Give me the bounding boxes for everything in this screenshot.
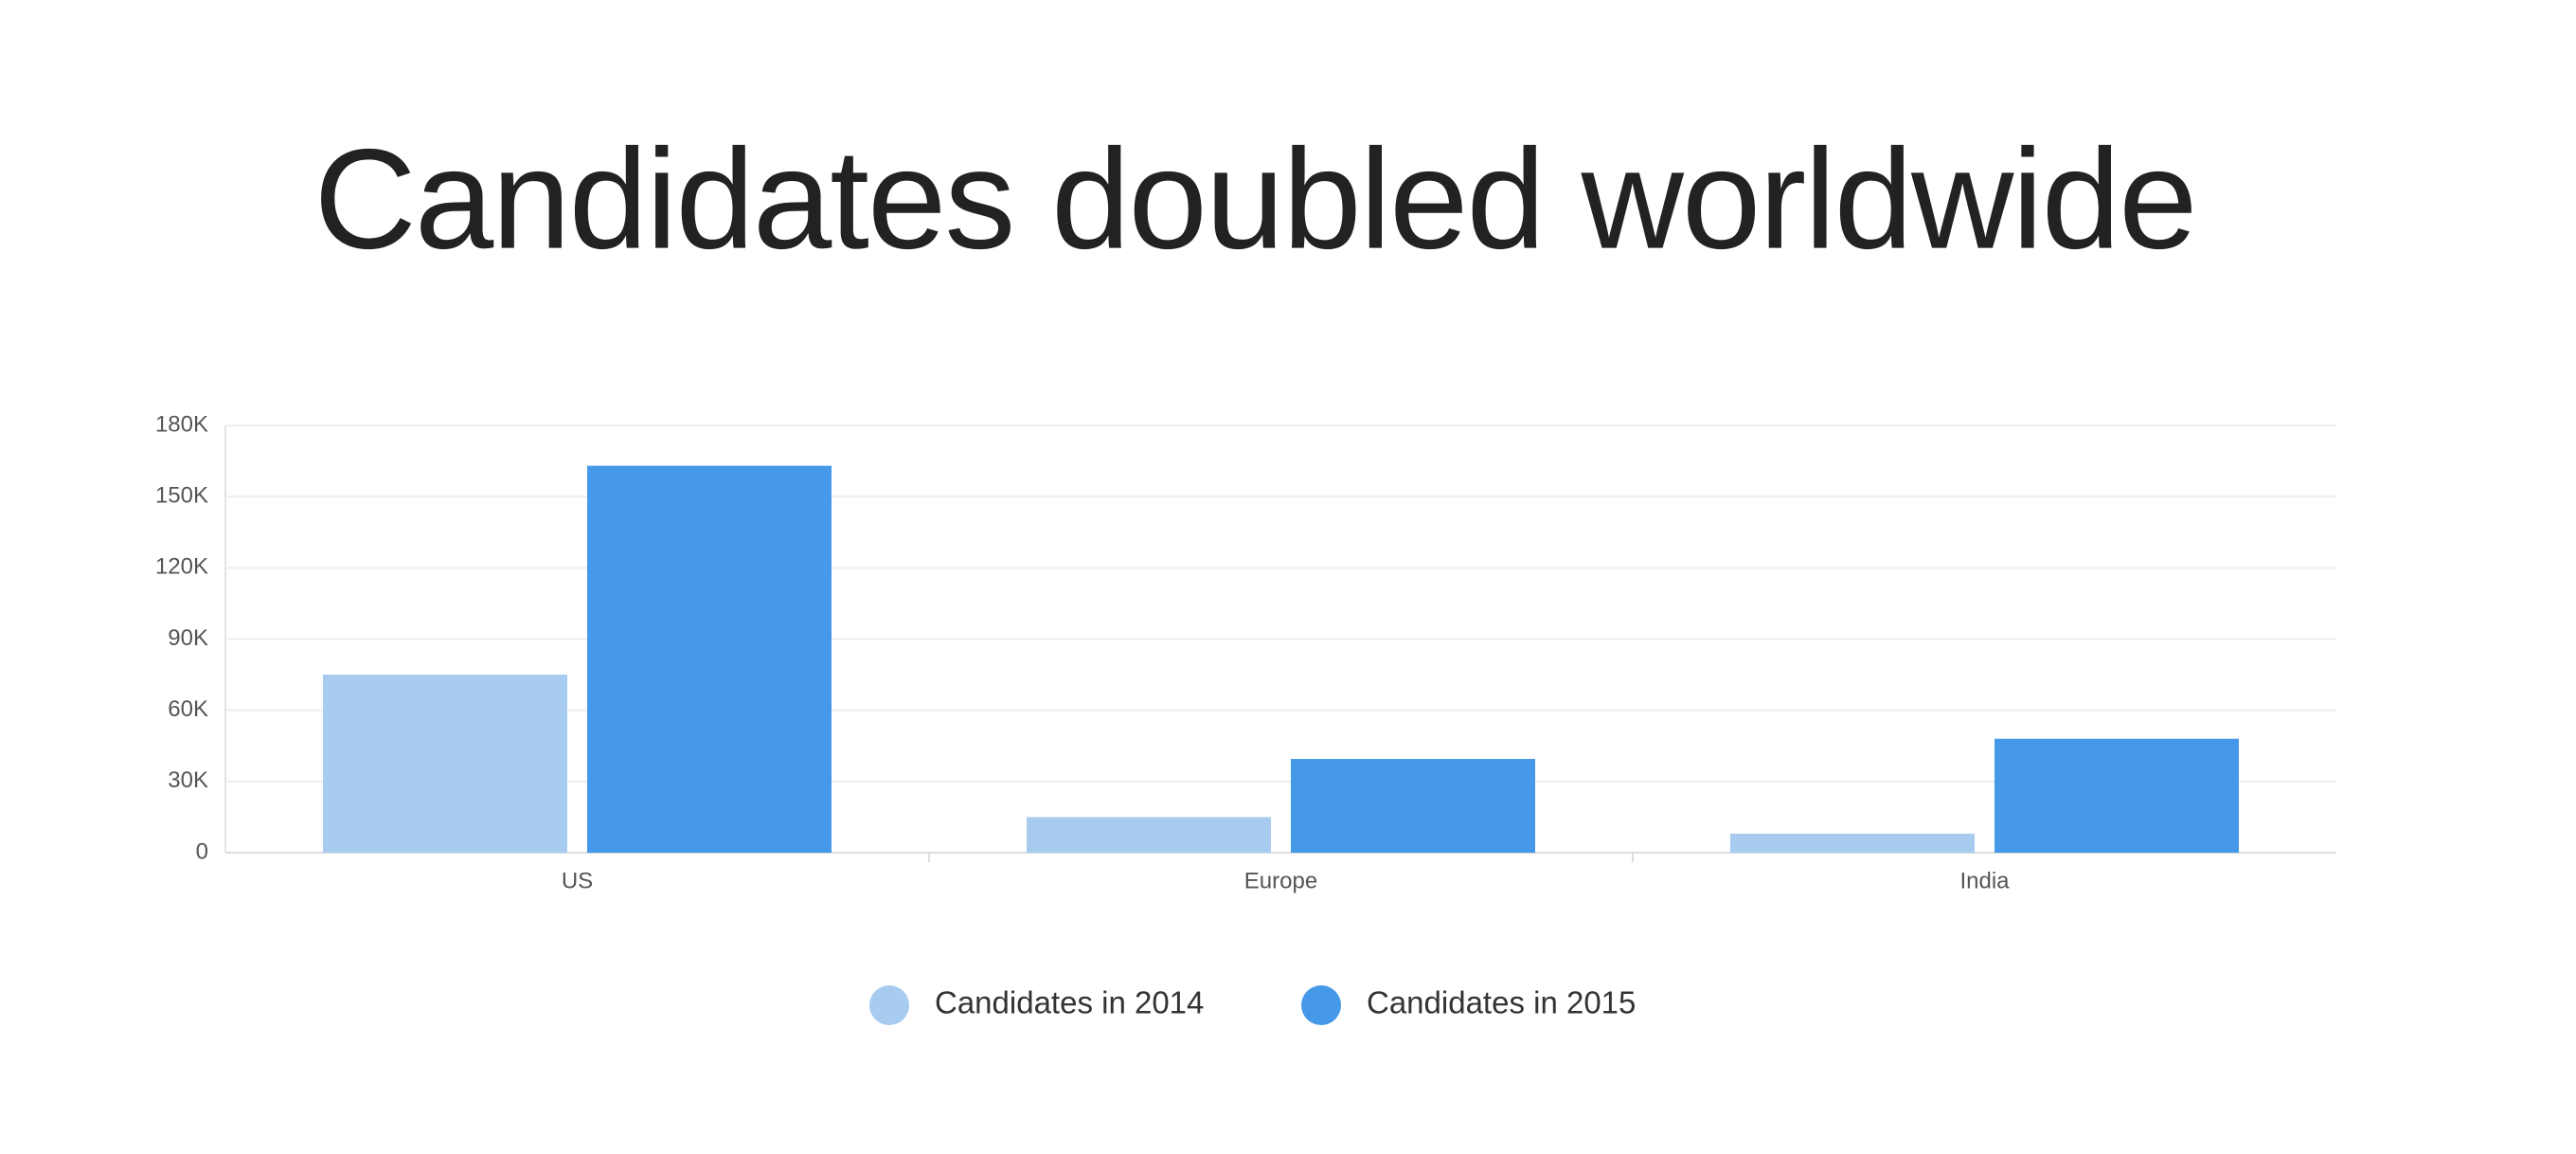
y-tick-label: 0 — [196, 838, 208, 864]
chart-title: Candidates doubled worldwide — [313, 119, 2195, 279]
x-tick-label: Europe — [1244, 868, 1317, 893]
y-tick-label: 180K — [155, 411, 208, 437]
bar — [587, 465, 832, 853]
x-tick-label: US — [562, 868, 593, 893]
bar — [1291, 759, 1535, 853]
legend-label: Candidates in 2015 — [1367, 985, 1636, 1020]
y-tick-label: 60K — [168, 696, 208, 722]
legend-swatch — [1301, 985, 1341, 1025]
bar — [1730, 833, 1975, 853]
legend-label: Candidates in 2014 — [935, 985, 1204, 1020]
bar — [1027, 817, 1271, 853]
x-tick-label: India — [1959, 868, 2010, 893]
y-tick-label: 90K — [168, 625, 208, 651]
legend-swatch — [869, 985, 909, 1025]
bar — [1995, 738, 2239, 853]
y-tick-label: 120K — [155, 554, 208, 580]
bar — [323, 675, 567, 853]
y-tick-label: 30K — [168, 767, 208, 793]
y-tick-label: 150K — [155, 483, 208, 509]
